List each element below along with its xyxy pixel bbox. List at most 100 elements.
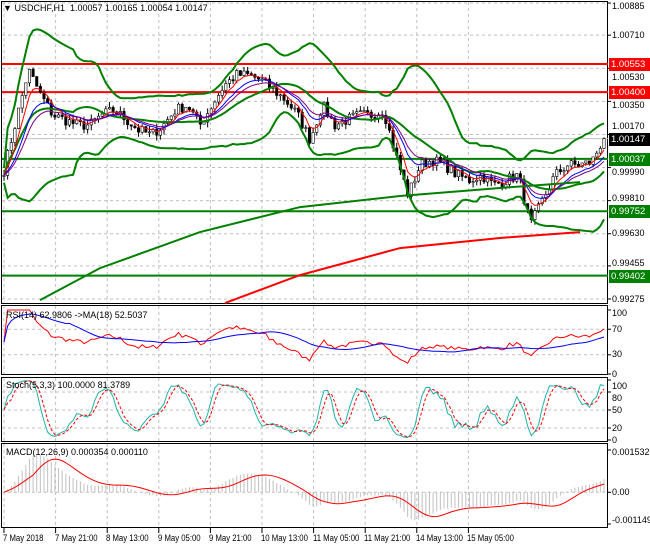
candle-body — [471, 181, 475, 183]
dropdown-triangle-icon[interactable]: ▼ — [3, 3, 12, 13]
candle-body — [598, 148, 602, 154]
candle-body — [289, 104, 293, 109]
candle-body — [337, 123, 341, 130]
level-price-tag: 1.00037 — [609, 152, 650, 166]
candle-body — [111, 107, 115, 113]
candle-body — [286, 100, 290, 105]
x-tick-label: 10 May 13:00 — [261, 533, 308, 543]
candle-body — [566, 165, 570, 171]
y-tick-label: 70 — [612, 323, 623, 334]
candle-body — [53, 114, 57, 118]
candle-body — [147, 131, 151, 134]
candle-body — [366, 110, 370, 113]
candle-body — [453, 165, 457, 178]
ema-fast — [3, 74, 605, 206]
panel-frame-3 — [1, 443, 608, 528]
y-tick-label: 1.00350 — [612, 100, 645, 111]
candle-body — [177, 103, 181, 115]
candle-body — [584, 160, 588, 164]
y-tick-label: 1.00530 — [612, 72, 645, 83]
y-tick-label: 1.00170 — [612, 120, 645, 131]
y-tick-label: 0.99275 — [612, 293, 645, 304]
candle-body — [184, 106, 188, 113]
candle-body — [133, 125, 137, 129]
panel-frame-0 — [1, 1, 608, 304]
level-price-tag: 0.99752 — [609, 205, 650, 219]
candle-body — [46, 98, 50, 104]
candle-body — [217, 95, 221, 103]
candle-body — [242, 70, 246, 76]
candle-body — [486, 176, 490, 183]
candle-body — [187, 106, 191, 110]
candle-body — [293, 107, 297, 110]
candle-body — [82, 121, 86, 130]
candle-body — [71, 119, 75, 124]
candle-body — [140, 126, 144, 133]
candle-body — [107, 107, 111, 110]
level-price-tag: 0.99402 — [609, 269, 650, 283]
candle-body — [457, 170, 461, 178]
candle-body — [31, 68, 35, 77]
x-tick-label: 15 May 05:00 — [467, 533, 515, 543]
open-value: 1.00057 — [69, 3, 103, 13]
candle-body — [64, 116, 68, 126]
y-tick-label: 30 — [612, 349, 623, 360]
y-tick-label: 0.99455 — [612, 257, 645, 268]
y-tick-label: 0.99630 — [612, 228, 645, 239]
y-tick-label: 0.001532 — [612, 446, 650, 457]
rsi-line — [3, 309, 605, 364]
candle-body — [497, 181, 501, 184]
candle-body — [315, 124, 319, 133]
candle-body — [231, 79, 235, 82]
panel-frame-1 — [1, 305, 608, 375]
candle-body — [27, 68, 31, 84]
candle-body — [180, 103, 184, 113]
candle-body — [464, 176, 468, 178]
candle-body — [413, 180, 417, 184]
candle-body — [220, 90, 224, 96]
y-tick-label: 100 — [612, 307, 628, 318]
high-value: 1.00165 — [105, 3, 138, 13]
candle-body — [227, 79, 231, 84]
candle-body — [537, 203, 541, 212]
y-tick-label: 50 — [612, 404, 623, 415]
y-tick-label: -0.001149 — [612, 514, 650, 525]
candle-body — [97, 115, 101, 120]
x-tick-label: 9 May 05:00 — [157, 533, 201, 543]
candle-body — [278, 94, 282, 97]
candle-body — [504, 184, 508, 188]
y-tick-label: 1.00885 — [612, 0, 645, 11]
candle-body — [13, 128, 17, 143]
candle-body — [573, 160, 577, 165]
candle-body — [595, 152, 599, 158]
candle-body — [35, 76, 39, 87]
stoch-signal-line — [3, 380, 605, 438]
y-tick-label: 0.99810 — [612, 193, 645, 204]
candle-body — [249, 73, 253, 75]
candle-body — [144, 126, 148, 133]
y-tick-label: 80 — [612, 392, 623, 403]
close-value: 1.00147 — [175, 3, 208, 13]
candle-body — [387, 123, 391, 131]
candle-body — [67, 119, 71, 126]
candle-body — [246, 70, 250, 74]
candle-body — [467, 176, 471, 183]
candle-body — [20, 95, 24, 109]
candle-body — [86, 124, 90, 130]
candle-body — [362, 110, 366, 112]
y-tick-label: 100 — [612, 380, 628, 391]
candle-body — [326, 101, 330, 118]
level-price-tag: 1.00400 — [609, 86, 650, 100]
candle-body — [475, 179, 479, 182]
candle-body — [57, 114, 61, 118]
stoch-title: Stoch(5,3,3) 100.0000 81.3789 — [6, 380, 131, 390]
candle-body — [202, 121, 206, 125]
candle-body — [198, 114, 202, 125]
x-tick-label: 9 May 21:00 — [209, 533, 252, 543]
symbol-label: USDCHF,H1 — [14, 3, 65, 13]
candle-body — [355, 111, 359, 114]
candle-body — [602, 138, 606, 149]
candle-body — [446, 159, 450, 173]
bollinger-upper — [3, 28, 605, 169]
candle-body — [351, 112, 355, 115]
